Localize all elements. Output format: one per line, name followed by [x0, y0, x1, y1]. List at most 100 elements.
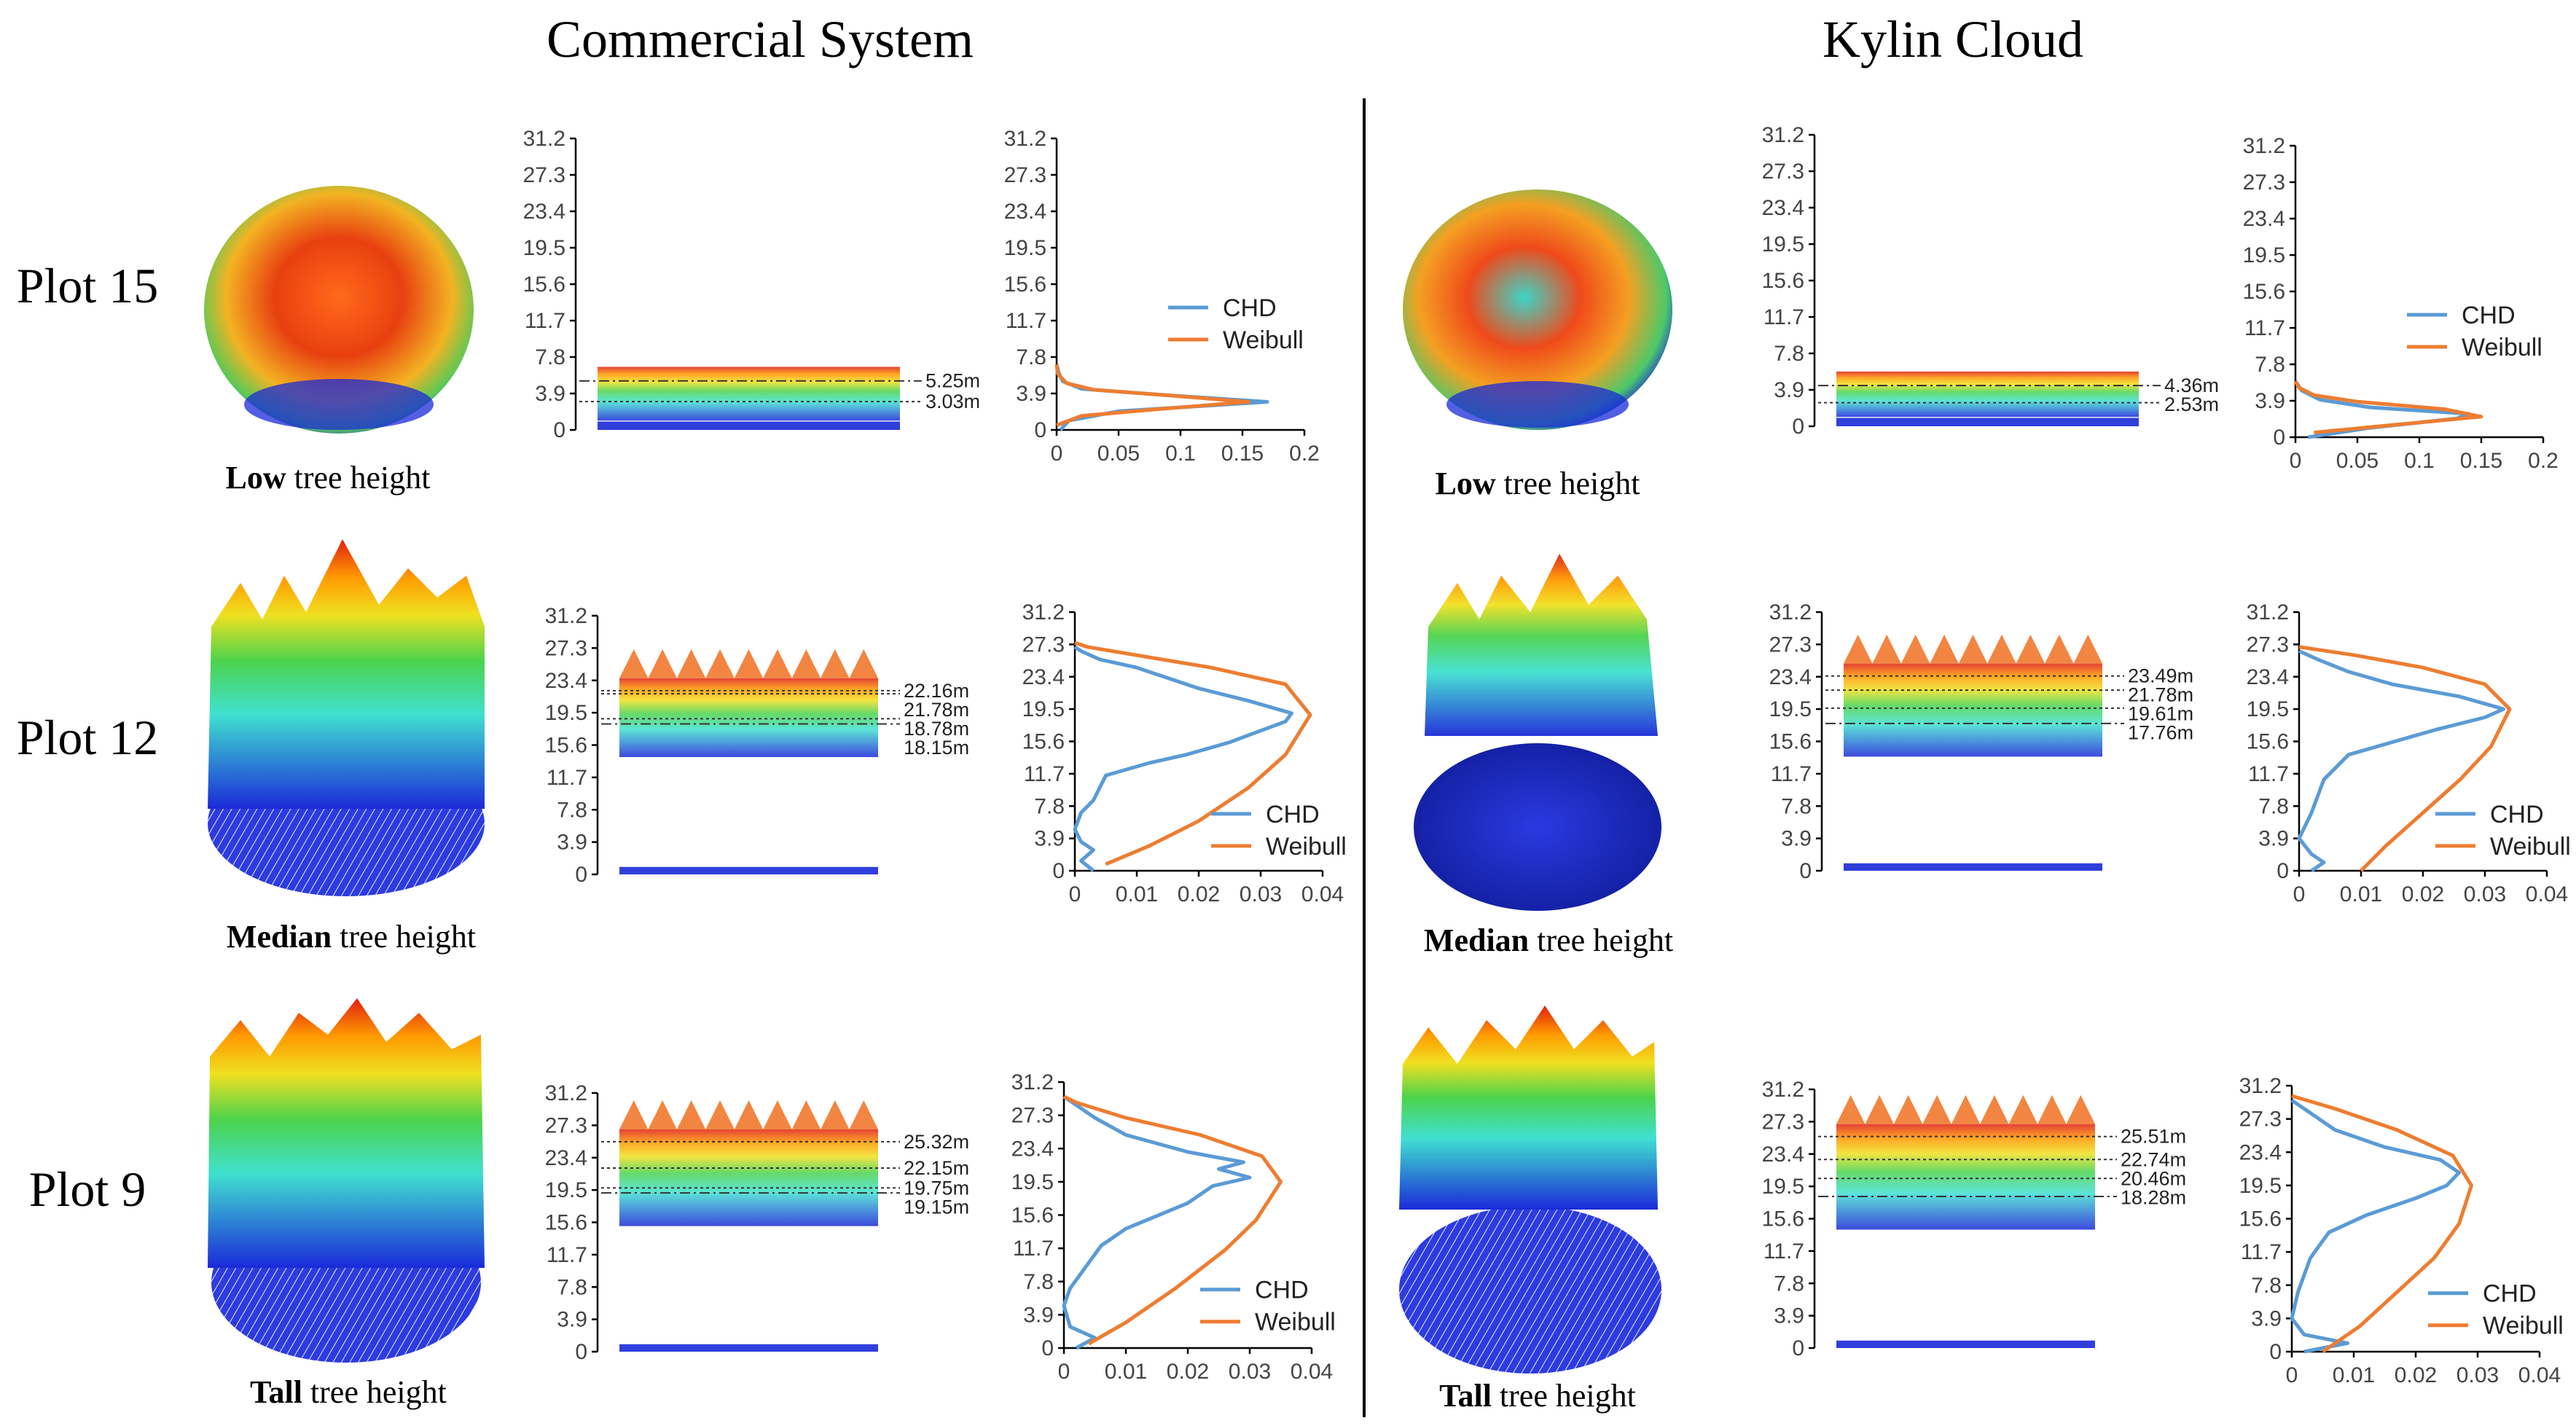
- y-tick-label: 31.2: [1769, 600, 1812, 624]
- y-tick-label: 3.9: [1034, 827, 1065, 851]
- x-tick-label: 0.2: [1289, 442, 1320, 466]
- x-tick-label: 0: [1051, 442, 1063, 466]
- y-tick-label: 7.8: [557, 798, 587, 822]
- y-tick-label: 3.9: [1774, 1304, 1804, 1328]
- caption-class: Tall: [1439, 1378, 1492, 1414]
- y-tick-label: 19.5: [2243, 243, 2285, 267]
- reference-height-label: 18.15m: [904, 737, 969, 759]
- y-tick-label: 7.8: [557, 1275, 587, 1299]
- legend-weibull-label: Weibull: [1266, 833, 1347, 861]
- y-tick-label: 3.9: [2255, 389, 2285, 413]
- pointcloud-cs-p12: [208, 539, 485, 896]
- y-tick-label: 27.3: [2247, 632, 2289, 657]
- height-profile-cs-p12: 31.2 27.3 23.4 19.5 15.6 11.7 7.8 3.9 0 22.16m21.…: [545, 604, 969, 887]
- legend-chd-label: CHD: [1223, 294, 1277, 322]
- y-tick-label: 31.2: [2247, 600, 2289, 624]
- x-tick-label: 0.2: [2528, 449, 2559, 473]
- caption-class: Median: [1424, 922, 1529, 958]
- legend-weibull-label: Weibull: [1223, 326, 1304, 354]
- reference-height-label: 18.28m: [2121, 1186, 2186, 1208]
- y-tick-label: 27.3: [1762, 160, 1804, 184]
- distribution-chart-cs-p15: 31.2 27.3 23.4 19.5 15.6 11.7 7.8 3.9 00 0.05 0.1 0…: [1004, 127, 1320, 466]
- x-tick-label: 0.1: [1165, 442, 1196, 466]
- y-tick-label: 0: [2273, 426, 2285, 450]
- y-tick-label: 19.5: [1769, 697, 1812, 721]
- crown-peaks: [619, 1100, 878, 1129]
- y-tick-label: 15.6: [1762, 269, 1804, 293]
- y-tick-label: 27.3: [545, 636, 587, 660]
- y-tick-label: 31.2: [2243, 134, 2285, 158]
- x-tick-label: 0.01: [2333, 1363, 2375, 1387]
- legend-chd-label: CHD: [2483, 1280, 2537, 1308]
- reference-height-label: 23.49m: [2128, 665, 2193, 687]
- x-tick-label: 0.05: [2336, 449, 2379, 473]
- distribution-chart-kc-p15: 31.2 27.3 23.4 19.5 15.6 11.7 7.8 3.9 00 0.05 0.1 0…: [2243, 134, 2559, 473]
- reference-height-label: 21.78m: [2128, 684, 2193, 706]
- distribution-chart-kc-p12: 31.2 27.3 23.4 19.5 15.6 11.7 7.8 3.9 00 0.01 0.02…: [2247, 600, 2571, 906]
- reference-height-label: 19.75m: [904, 1177, 969, 1199]
- y-tick-label: 23.4: [1762, 196, 1804, 220]
- reference-height-label: 25.32m: [904, 1131, 969, 1153]
- x-tick-label: 0.04: [2518, 1363, 2561, 1387]
- y-tick-label: 19.5: [545, 701, 587, 725]
- y-tick-label: 11.7: [2241, 1240, 2282, 1264]
- caption-rest: tree height: [1500, 1378, 1636, 1414]
- y-tick-label: 0: [1052, 859, 1065, 883]
- weibull-series-line: [1074, 640, 1312, 866]
- y-tick-label: 19.5: [1762, 232, 1804, 256]
- y-tick-label: 23.4: [1022, 665, 1065, 689]
- caption-rest: tree height: [1537, 922, 1673, 958]
- y-tick-label: 15.6: [1011, 1204, 1054, 1228]
- legend-chd-label: CHD: [1255, 1277, 1309, 1304]
- canopy-points: [598, 367, 900, 421]
- y-tick-label: 7.8: [2258, 794, 2289, 818]
- y-tick-label: 19.5: [1762, 1175, 1804, 1199]
- y-tick-label: 7.8: [1781, 794, 1812, 818]
- ground-points: [1844, 863, 2102, 871]
- canopy-points: [1836, 1124, 2095, 1230]
- legend-chd-label: CHD: [2462, 302, 2516, 329]
- height-profile-cs-p15: 31.2 27.3 23.4 19.5 15.6 11.7 7.8 3.9 0 5.25m3.03…: [523, 127, 980, 442]
- y-tick-label: 3.9: [1023, 1303, 1054, 1327]
- y-tick-label: 7.8: [2255, 353, 2285, 377]
- x-tick-label: 0.15: [1221, 442, 1264, 466]
- y-tick-label: 31.2: [545, 1081, 587, 1105]
- y-tick-label: 23.4: [2247, 665, 2289, 689]
- y-tick-label: 11.7: [1771, 762, 1812, 786]
- y-tick-label: 19.5: [2247, 697, 2289, 721]
- x-tick-label: 0: [1069, 882, 1081, 906]
- y-tick-label: 3.9: [557, 1308, 587, 1332]
- y-tick-label: 31.2: [545, 604, 587, 628]
- x-tick-label: 0: [2286, 1363, 2298, 1387]
- crown-peaks: [619, 649, 878, 678]
- caption-rest: tree height: [1504, 466, 1640, 501]
- y-tick-label: 23.4: [1004, 200, 1046, 224]
- y-tick-label: 15.6: [2247, 730, 2289, 754]
- y-tick-label: 0: [1041, 1336, 1054, 1360]
- y-tick-label: 3.9: [1774, 378, 1804, 402]
- x-tick-label: 0.04: [1291, 1360, 1333, 1384]
- x-tick-label: 0.02: [2402, 882, 2444, 906]
- y-tick-label: 23.4: [523, 200, 565, 224]
- y-tick-label: 19.5: [545, 1178, 587, 1202]
- reference-height-label: 21.78m: [904, 699, 969, 721]
- reference-height-label: 5.25m: [925, 370, 980, 392]
- y-tick-label: 27.3: [2243, 171, 2285, 195]
- crown-peaks: [1844, 634, 2102, 664]
- y-tick-label: 31.2: [2239, 1074, 2282, 1098]
- height-profile-kc-p15: 31.2 27.3 23.4 19.5 15.6 11.7 7.8 3.9 0 4.36m2.53…: [1762, 123, 2219, 439]
- reference-height-label: 22.74m: [2121, 1148, 2186, 1170]
- y-tick-label: 0: [1792, 415, 1804, 439]
- y-tick-label: 19.5: [523, 236, 565, 260]
- y-tick-label: 23.4: [2239, 1140, 2282, 1164]
- x-tick-label: 0.04: [2526, 882, 2568, 906]
- x-tick-label: 0.03: [1240, 882, 1282, 906]
- legend-weibull-label: Weibull: [2462, 334, 2542, 361]
- y-tick-label: 15.6: [2243, 280, 2285, 304]
- y-tick-label: 7.8: [535, 345, 565, 369]
- y-tick-label: 27.3: [1762, 1110, 1804, 1134]
- weibull-series-line: [2291, 1094, 2473, 1354]
- y-tick-label: 3.9: [1016, 382, 1046, 406]
- pointcloud-cs-p15: [204, 186, 474, 434]
